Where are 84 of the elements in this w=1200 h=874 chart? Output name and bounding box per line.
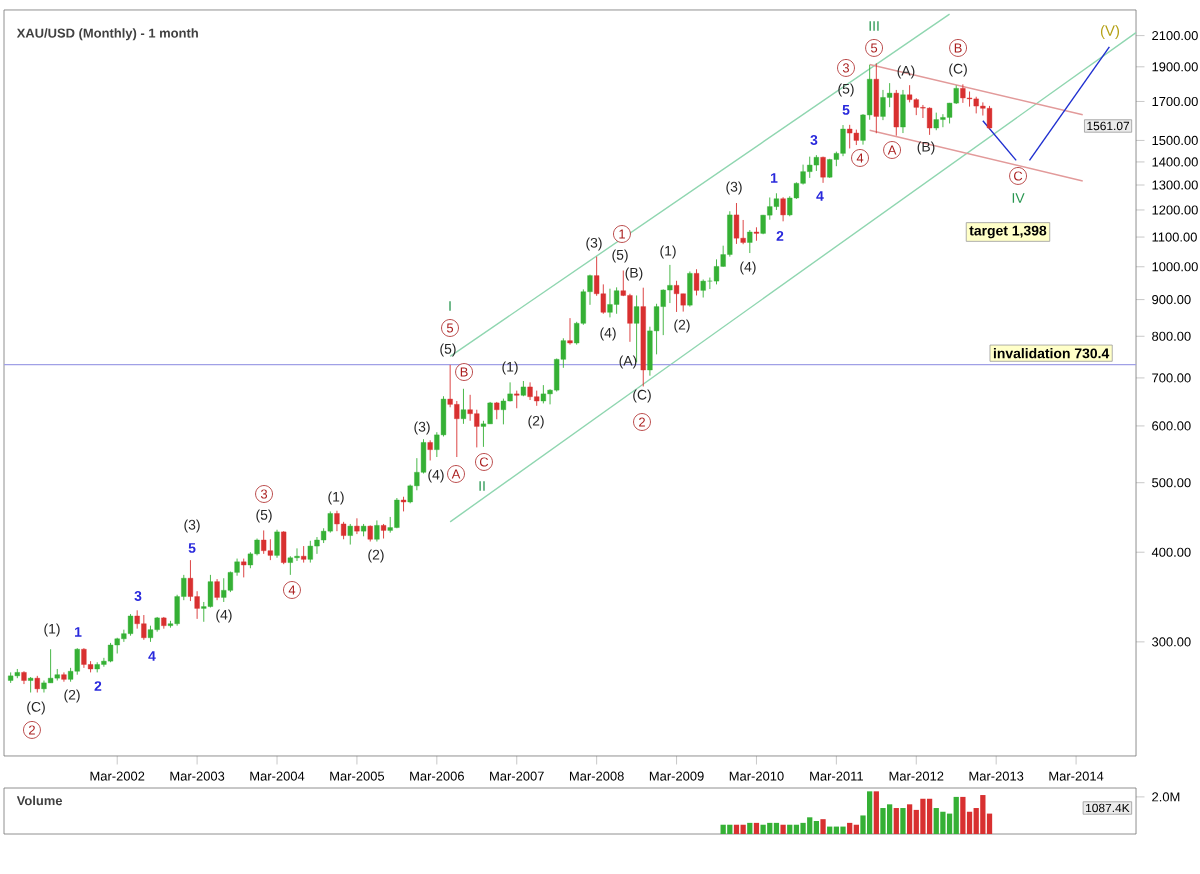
- candlestick: [693, 268, 700, 296]
- bar: [820, 819, 826, 834]
- candlestick: [267, 538, 273, 561]
- candlestick: [960, 83, 966, 104]
- candlestick: [394, 497, 400, 529]
- candlestick: [81, 647, 87, 669]
- bar: [827, 826, 833, 834]
- bar: [780, 824, 786, 834]
- bar: [953, 796, 959, 834]
- bar: [920, 798, 926, 834]
- bar: [807, 817, 813, 834]
- candlestick: [141, 614, 147, 641]
- candlestick: [374, 519, 380, 542]
- candlestick: [687, 271, 693, 308]
- candlestick: [241, 558, 247, 578]
- bar: [787, 824, 793, 834]
- candlestick: [460, 388, 467, 425]
- candlestick: [61, 671, 67, 683]
- candlestick: [261, 529, 267, 555]
- candlestick: [28, 676, 34, 693]
- candlestick: [667, 264, 673, 304]
- bar: [747, 822, 753, 834]
- bar: [887, 804, 893, 834]
- candlestick: [287, 555, 293, 576]
- candlestick: [880, 89, 886, 121]
- bar: [720, 824, 726, 834]
- bar: [740, 824, 746, 834]
- bar: [880, 808, 886, 834]
- bar: [760, 824, 766, 834]
- candlestick: [500, 398, 507, 425]
- candlestick: [314, 536, 320, 555]
- bar: [853, 824, 859, 834]
- candlestick: [281, 530, 287, 565]
- bar: [867, 791, 873, 834]
- candlestick: [820, 156, 826, 184]
- candlestick: [334, 510, 340, 532]
- bar: [773, 822, 780, 834]
- candlestick: [873, 62, 879, 134]
- bar: [753, 822, 760, 834]
- candlestick: [567, 317, 573, 346]
- candlestick: [307, 540, 313, 564]
- bar: [926, 798, 933, 834]
- bar: [893, 808, 899, 834]
- candlestick: [614, 286, 620, 315]
- candlestick: [780, 196, 786, 222]
- candlestick: [926, 106, 933, 136]
- candlestick: [427, 439, 433, 461]
- candlestick: [753, 226, 760, 242]
- bar: [847, 822, 853, 834]
- bar: [906, 804, 913, 834]
- candlestick: [274, 529, 280, 559]
- candlestick: [673, 280, 680, 313]
- bar: [833, 826, 839, 834]
- candlestick: [74, 647, 80, 676]
- bar: [800, 822, 806, 834]
- bar: [813, 821, 820, 834]
- candlestick: [807, 156, 813, 179]
- candlestick: [634, 295, 640, 363]
- bar: [733, 824, 740, 834]
- candlestick: [627, 293, 633, 343]
- bar: [767, 822, 773, 834]
- bar: [873, 791, 879, 834]
- bar: [727, 824, 733, 834]
- candlestick: [347, 523, 353, 545]
- candlestick: [700, 279, 706, 298]
- bar: [840, 826, 846, 834]
- bar: [793, 824, 800, 834]
- candlestick: [747, 229, 753, 254]
- candlestick: [221, 577, 227, 603]
- candlestick: [893, 89, 899, 137]
- bar: [900, 808, 906, 834]
- bar: [933, 808, 939, 834]
- bar: [960, 796, 966, 834]
- candlestick: [607, 288, 613, 318]
- candlestick: [713, 258, 720, 285]
- candlestick: [847, 124, 853, 149]
- candlestick: [127, 613, 134, 637]
- candlestick: [214, 578, 220, 601]
- bar: [980, 795, 986, 834]
- candlestick: [354, 517, 360, 535]
- bar: [940, 811, 946, 834]
- candlestick: [540, 384, 546, 404]
- candlestick: [900, 89, 906, 134]
- candlestick: [733, 202, 740, 245]
